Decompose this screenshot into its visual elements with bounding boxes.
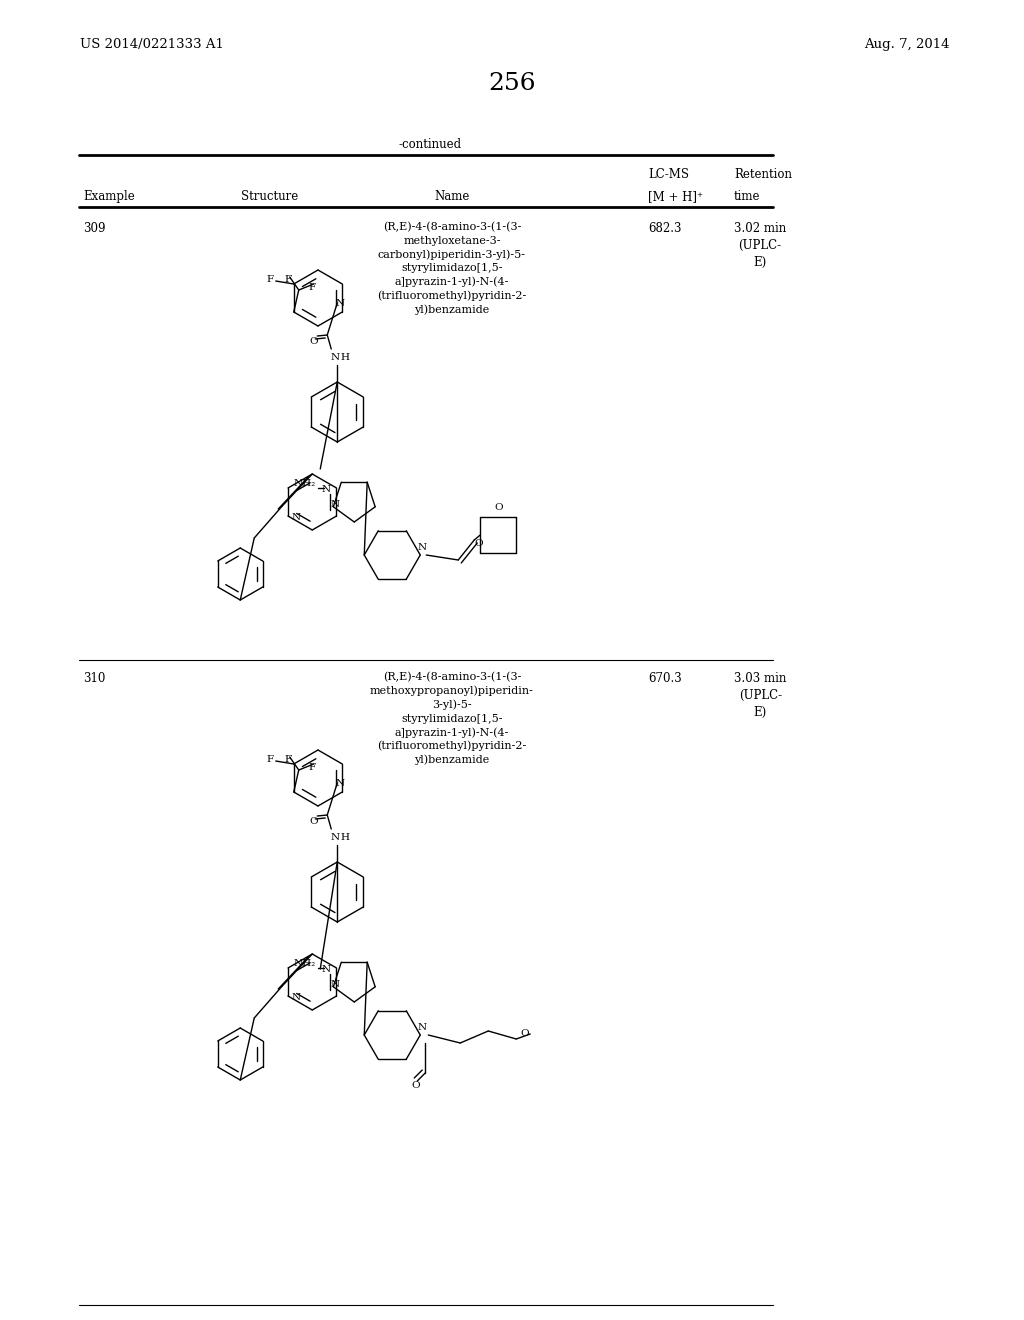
Text: Name: Name <box>434 190 470 203</box>
Text: 670.3: 670.3 <box>648 672 682 685</box>
Text: N: N <box>418 1023 427 1031</box>
Text: (R,E)-4-(8-amino-3-(1-(3-
methyloxetane-3-
carbonyl)piperidin-3-yl)-5-
styrylimi: (R,E)-4-(8-amino-3-(1-(3- methyloxetane-… <box>378 222 526 314</box>
Text: 256: 256 <box>488 73 536 95</box>
Text: O: O <box>494 503 503 511</box>
Text: H: H <box>341 833 350 842</box>
Text: 309: 309 <box>83 222 105 235</box>
Text: F: F <box>308 282 315 292</box>
Text: N: N <box>418 543 427 552</box>
Text: O: O <box>474 540 482 549</box>
Text: 3.02 min
(UPLC-
E): 3.02 min (UPLC- E) <box>734 222 786 269</box>
Text: Retention: Retention <box>734 168 792 181</box>
Text: N: N <box>322 486 331 495</box>
Text: N: N <box>292 994 301 1002</box>
Text: F: F <box>308 763 315 771</box>
Text: N: N <box>292 513 301 523</box>
Text: O: O <box>520 1030 528 1039</box>
Text: NH₂: NH₂ <box>293 958 315 968</box>
Text: N: N <box>322 965 331 974</box>
Text: Structure: Structure <box>242 190 299 203</box>
Text: N: N <box>331 981 340 989</box>
Text: US 2014/0221333 A1: US 2014/0221333 A1 <box>80 38 224 51</box>
Text: Aug. 7, 2014: Aug. 7, 2014 <box>864 38 950 51</box>
Text: O: O <box>309 817 317 826</box>
Text: 3.03 min
(UPLC-
E): 3.03 min (UPLC- E) <box>734 672 786 719</box>
Text: F: F <box>266 275 273 284</box>
Text: LC-MS: LC-MS <box>648 168 689 181</box>
Text: N: N <box>336 300 345 309</box>
Text: time: time <box>734 190 761 203</box>
Text: N: N <box>331 833 340 842</box>
Text: NH₂: NH₂ <box>293 479 315 487</box>
Text: O: O <box>309 338 317 346</box>
Text: Example: Example <box>83 190 135 203</box>
Text: F: F <box>266 755 273 763</box>
Text: (R,E)-4-(8-amino-3-(1-(3-
methoxypropanoyl)piperidin-
3-yl)-5-
styrylimidazo[1,5: (R,E)-4-(8-amino-3-(1-(3- methoxypropano… <box>370 672 534 766</box>
Text: 310: 310 <box>83 672 105 685</box>
Text: F: F <box>285 276 291 285</box>
Text: [M + H]⁺: [M + H]⁺ <box>648 190 703 203</box>
Text: H: H <box>341 352 350 362</box>
Text: N: N <box>331 352 340 362</box>
Text: N: N <box>336 780 345 788</box>
Text: 682.3: 682.3 <box>648 222 682 235</box>
Text: O: O <box>411 1081 420 1089</box>
Text: F: F <box>285 755 291 764</box>
Text: -continued: -continued <box>398 139 462 150</box>
Text: N: N <box>331 500 340 510</box>
